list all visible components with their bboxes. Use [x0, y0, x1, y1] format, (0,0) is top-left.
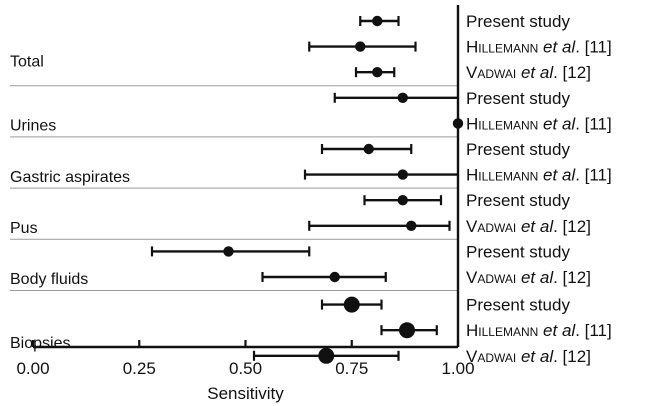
group-separators	[10, 85, 458, 291]
group-label: Pus	[10, 220, 38, 237]
point-estimate	[397, 195, 408, 206]
study-label: Present study	[466, 191, 570, 210]
point-estimate	[399, 322, 415, 339]
x-tick-label: 0.00	[16, 359, 49, 378]
study-label: HILLEMANN et al. [11]	[466, 114, 612, 133]
point-estimates	[223, 15, 464, 364]
study-label: VADWAI et al. [12]	[466, 63, 591, 82]
study-label: HILLEMANN et al. [11]	[466, 38, 612, 57]
point-estimate	[372, 15, 383, 27]
study-label: HILLEMANN et al. [11]	[466, 166, 612, 185]
study-label: Present study	[466, 242, 570, 261]
x-tick-label: 1.00	[441, 359, 474, 378]
study-labels: Present study HILLEMANN et al. [11] VADWAI…	[466, 12, 612, 366]
study-label: VADWAI et al. [12]	[466, 217, 591, 236]
point-estimate	[223, 246, 234, 257]
x-axis-title: Sensitivity	[207, 384, 284, 403]
confidence-intervals	[150, 16, 458, 361]
point-estimate	[372, 67, 383, 78]
group-label: Biopsies	[10, 335, 70, 352]
point-estimate	[343, 296, 360, 313]
point-estimate	[318, 347, 335, 364]
study-label: VADWAI et al. [12]	[466, 347, 591, 366]
group-label: Total	[10, 54, 44, 71]
point-estimate	[397, 169, 408, 180]
study-label: Present study	[466, 140, 570, 159]
study-label: HILLEMANN et al. [11]	[466, 321, 612, 340]
point-estimate	[355, 41, 366, 52]
point-estimate	[397, 92, 408, 104]
study-label: Present study	[466, 12, 570, 31]
point-estimate	[363, 143, 374, 155]
group-label: Urines	[10, 118, 56, 135]
x-tick-label: 0.25	[123, 359, 156, 378]
point-estimate	[406, 220, 417, 231]
study-label: Present study	[466, 89, 570, 108]
group-label: Gastric aspirates	[10, 169, 130, 186]
study-label: VADWAI et al. [12]	[466, 268, 591, 287]
x-tick-label: 0.75	[335, 359, 368, 378]
study-label: Present study	[466, 296, 570, 315]
group-labels: Total Urines Gastric aspirates Pus Body flui…	[10, 54, 130, 353]
group-label: Body fluids	[10, 271, 88, 288]
point-estimate	[329, 271, 340, 283]
x-axis: 0.00 0.25 0.50 0.75 1.00	[16, 340, 475, 378]
x-tick-label: 0.50	[229, 359, 262, 378]
